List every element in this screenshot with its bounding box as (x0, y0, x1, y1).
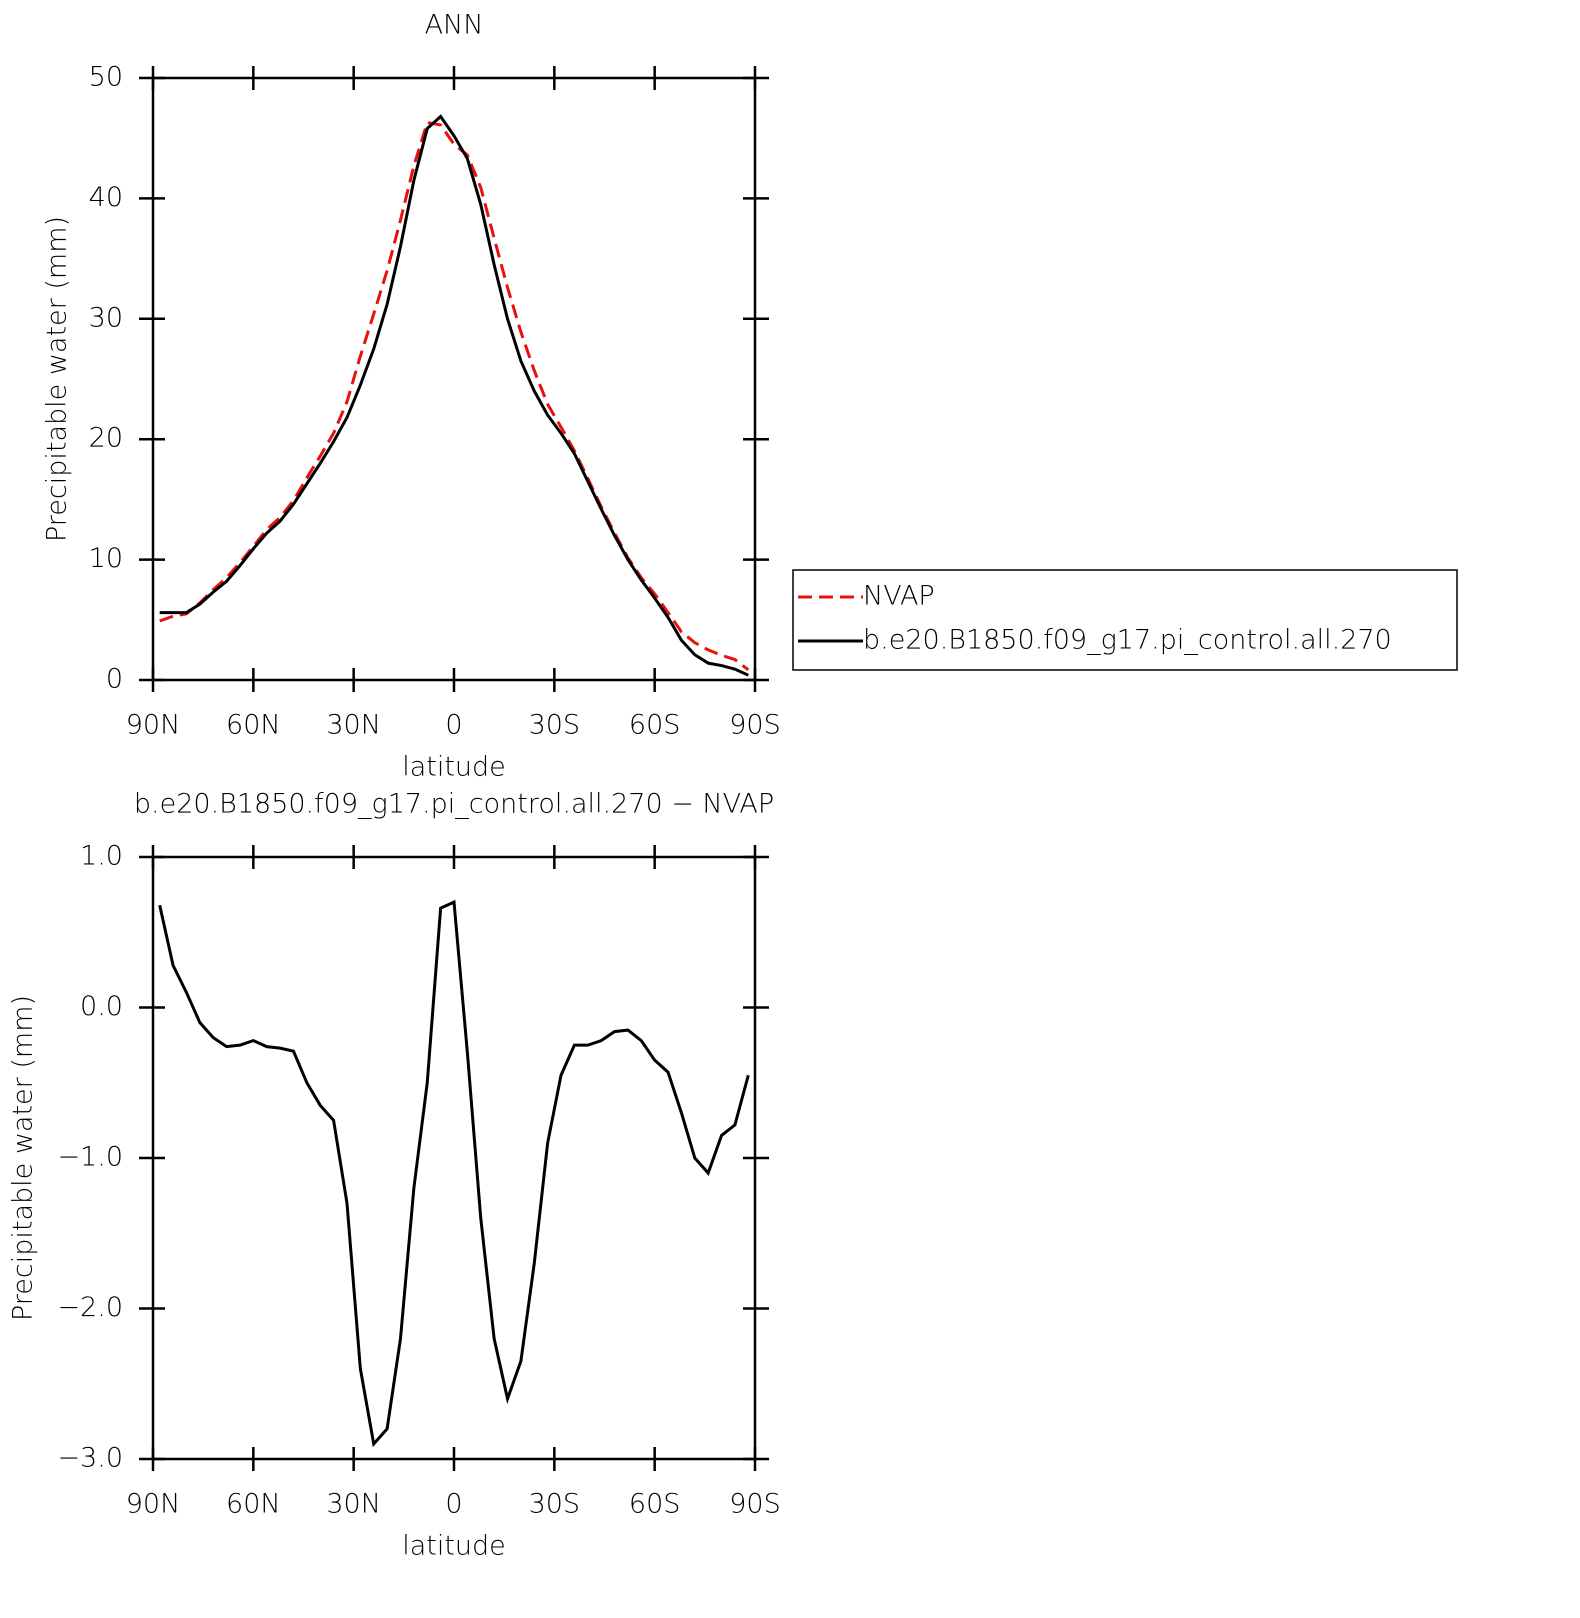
chart-title: ANN (425, 10, 484, 41)
y-tick-label: 0.0 (80, 991, 123, 1022)
x-tick-label: 0 (445, 710, 462, 741)
y-axis-label: Precipitable water (mm) (8, 995, 39, 1321)
x-tick-label: 0 (445, 1489, 462, 1520)
y-tick-label: −2.0 (57, 1292, 123, 1323)
x-tick-label: 90N (126, 1489, 181, 1520)
y-tick-label: 0 (106, 664, 123, 695)
y-tick-label: 40 (89, 182, 123, 213)
legend-label: b.e20.B1850.f09_g17.pi_control.all.270 (863, 625, 1392, 656)
x-axis-label: latitude (402, 1531, 506, 1562)
legend-label: NVAP (863, 581, 935, 612)
y-tick-label: −1.0 (57, 1142, 123, 1173)
data-line (159, 114, 749, 677)
y-tick-label: 30 (89, 302, 123, 333)
chart-title: b.e20.B1850.f09_g17.pi_control.all.270 −… (134, 789, 774, 820)
plot-frame (151, 855, 757, 1461)
y-tick-label: 20 (89, 423, 123, 454)
x-tick-label: 30N (326, 1489, 381, 1520)
x-tick-label: 90N (126, 710, 181, 741)
y-axis-label: Precipitable water (mm) (42, 216, 73, 542)
y-tick-label: 50 (89, 62, 123, 93)
x-tick-label: 30S (529, 710, 581, 741)
x-tick-label: 90S (729, 710, 781, 741)
y-tick-label: −3.0 (57, 1443, 123, 1474)
y-tick-label: 1.0 (80, 841, 123, 872)
x-tick-label: 30S (529, 1489, 581, 1520)
x-axis-label: latitude (402, 752, 506, 783)
legend-box (792, 569, 1458, 671)
x-tick-label: 60S (629, 1489, 681, 1520)
x-tick-label: 60S (629, 710, 681, 741)
x-tick-label: 60N (226, 710, 281, 741)
x-tick-label: 60N (226, 1489, 281, 1520)
data-line (159, 120, 750, 671)
x-tick-label: 90S (729, 1489, 781, 1520)
data-line (158, 899, 750, 1448)
y-tick-label: 10 (89, 543, 123, 574)
x-tick-label: 30N (326, 710, 381, 741)
plot-frame (151, 76, 757, 682)
